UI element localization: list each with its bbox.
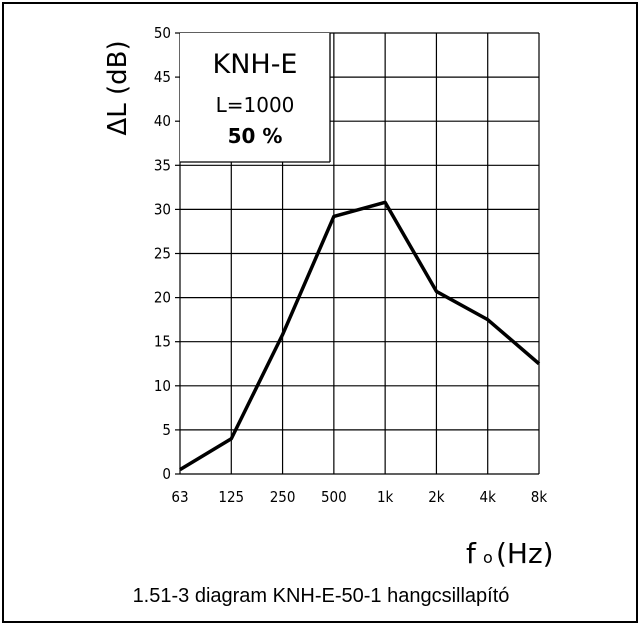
y-tick-label: 5 <box>162 421 171 439</box>
y-tick-labels: 0 5 10 15 20 25 30 35 40 45 50 <box>154 24 171 483</box>
x-axis-label-sub: o <box>483 548 493 567</box>
x-tick-label: 2k <box>428 488 445 506</box>
y-tick-label: 15 <box>154 333 171 351</box>
y-tick-label: 20 <box>154 289 171 307</box>
y-axis-label: ΔL (dB) <box>103 40 133 135</box>
chart: 0 5 10 15 20 25 30 35 40 45 50 63 125 250 500 1k 2k 4k 8k… <box>103 24 554 570</box>
x-tick-label: 63 <box>171 488 188 506</box>
x-tick-label: 500 <box>321 488 347 506</box>
y-tick-label: 35 <box>154 156 171 174</box>
x-tick-label: 125 <box>218 488 244 506</box>
x-tick-label: 1k <box>377 488 394 506</box>
figure-caption: 1.51-3 diagram KNH-E-50-1 hangcsillapító <box>132 585 510 607</box>
y-tick-label: 0 <box>162 465 171 483</box>
x-axis-label-unit: (Hz) <box>496 537 554 570</box>
x-tick-label: 250 <box>270 488 296 506</box>
y-tick-label: 30 <box>154 200 171 218</box>
y-tick-label: 25 <box>154 245 171 263</box>
chart-title: KNH-E <box>212 49 297 80</box>
annotation-percent: 50 % <box>228 124 283 148</box>
title-box <box>180 33 330 162</box>
y-tick-label: 40 <box>154 112 171 130</box>
y-tick-label: 10 <box>154 377 171 395</box>
x-tick-label: 4k <box>480 488 497 506</box>
annotation-length: L=1000 <box>216 93 295 117</box>
x-tick-labels: 63 125 250 500 1k 2k 4k 8k <box>171 488 547 506</box>
x-tick-label: 8k <box>531 488 548 506</box>
y-tick-label: 50 <box>154 24 171 42</box>
series-line <box>179 200 541 472</box>
y-tick-label: 45 <box>154 68 171 86</box>
x-axis-label-main: f <box>466 537 477 570</box>
